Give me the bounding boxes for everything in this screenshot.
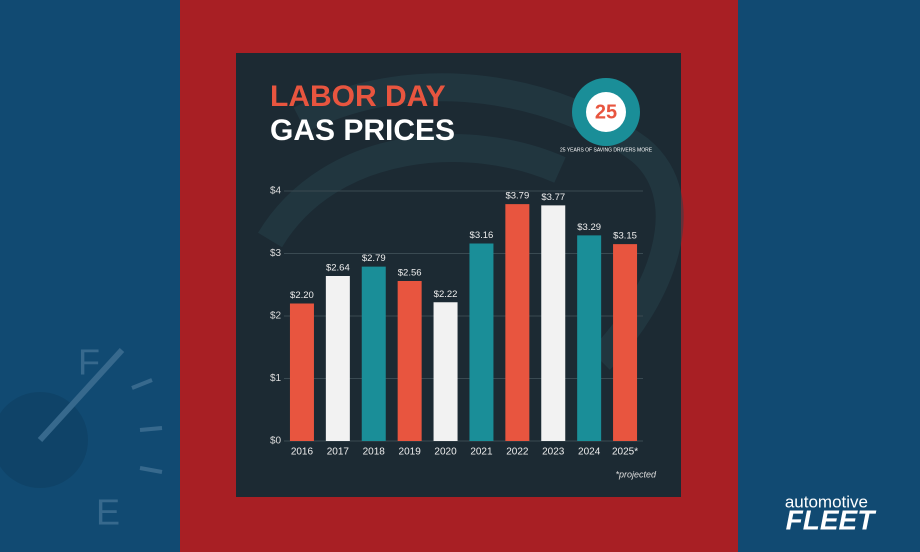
brush-stroke [258,73,684,370]
gauge-mark [131,378,153,390]
x-tick-label: 2018 [363,447,386,458]
x-tick-label: 2016 [291,447,314,458]
plot: $0 $1 $2 $3 $4 2016 $2.20 2017 $2.64 2018 $2.79 201… [270,186,643,458]
x-tick-label: 2025* [612,447,638,458]
gauge-empty: E [96,492,120,533]
value-label: $2.20 [290,290,314,301]
logo-line-2: FLEET [786,504,878,535]
x-tick-label: 2021 [470,447,493,458]
bar [325,276,350,441]
gauge-needle [37,347,125,443]
bar [505,204,530,441]
bar [361,266,386,441]
y-tick-label: $3 [270,248,282,259]
y-tick-label: $0 [270,436,282,447]
bar [577,235,602,441]
gauge-full: F [78,342,100,383]
badge-text: 25 YEARS OF SAVING DRIVERS MORE [560,147,653,153]
value-label: $3.29 [577,222,601,233]
title-line-2: GAS PRICES [270,114,455,147]
x-tick-label: 2023 [542,447,565,458]
x-tick-label: 2020 [434,447,457,458]
value-label: $3.15 [613,231,637,242]
x-tick-label: 2022 [506,447,529,458]
x-tick-label: 2024 [578,447,601,458]
x-tick-label: 2017 [327,447,350,458]
value-label: $3.79 [505,191,529,202]
gauge-mark [139,426,163,432]
bar [469,243,494,441]
value-label: $3.16 [470,230,494,241]
value-label: $2.64 [326,263,350,274]
value-label: $2.56 [398,268,422,279]
bar [541,205,566,441]
y-tick-label: $4 [270,186,282,197]
badge-inner [586,92,626,132]
value-label: $2.79 [362,253,386,264]
bar [397,281,422,441]
bar [289,303,314,441]
bar [433,302,458,441]
fuel-gauge: F E [0,342,163,533]
y-tick-label: $2 [270,311,282,322]
y-tick-label: $1 [270,373,282,384]
logo-line-1: automotive [785,492,868,511]
title-line-1: LABOR DAY [270,80,446,113]
footnote: *projected [615,469,657,479]
badge-number: 25 [595,101,617,123]
value-label: $2.22 [434,289,458,300]
value-label: $3.77 [541,192,565,203]
gauge-hub [0,392,88,488]
gauge-mark [139,466,163,474]
x-tick-label: 2019 [399,447,422,458]
bar [613,244,638,441]
badge: 25 25 YEARS OF SAVING DRIVERS MORE [560,78,653,153]
